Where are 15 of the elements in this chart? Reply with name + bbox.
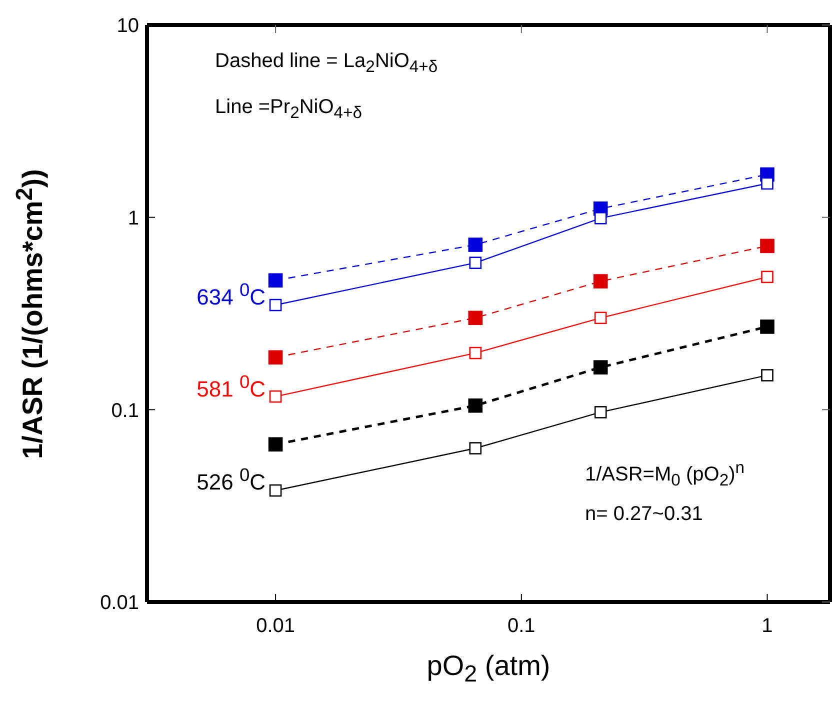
y-tick-label: 1 — [128, 207, 139, 230]
annotation: n= 0.27~0.31 — [585, 503, 703, 526]
series-label: 634 $^{0}$C — [196, 279, 266, 310]
x-tick-label: 0.1 — [507, 615, 536, 638]
x-tick-label: 0.01 — [256, 615, 296, 638]
x-axis-title: pO$_{2}$ (atm) — [426, 650, 552, 688]
series-label: 526 $^{0}$C — [196, 464, 266, 496]
annotation: Dashed line = La$_{2}$NiO$_{4+δ}$ — [215, 50, 438, 77]
annotation: Line =Pr$_{2}$NiO$_{4+δ}$ — [215, 96, 362, 123]
x-tick-label: 1 — [762, 615, 773, 638]
y-tick-label: 0.01 — [100, 592, 139, 614]
annotation: 1/ASR=M$_{0}$ (pO$_{2}$)$^{n}$ — [585, 458, 745, 491]
series-label: 581 $^{0}$C — [196, 370, 266, 402]
y-tick-label: 0.1 — [111, 400, 139, 422]
y-tick-label: 10 — [116, 15, 139, 38]
